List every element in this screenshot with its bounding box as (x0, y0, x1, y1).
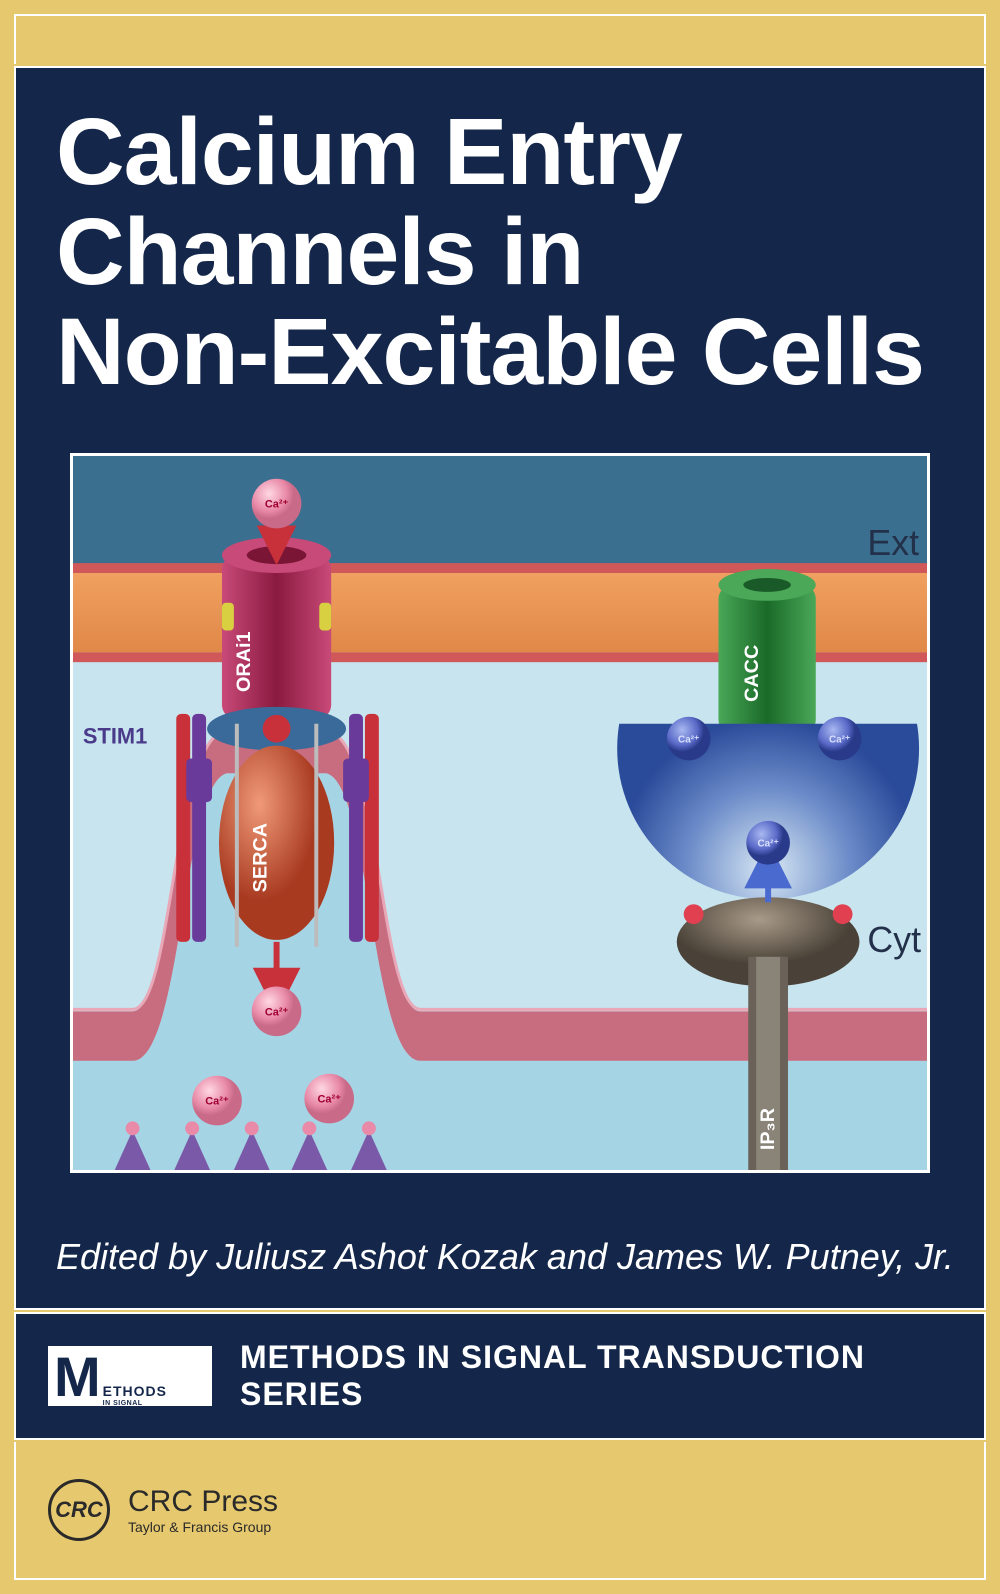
label-ip3r: IP₃R (757, 1108, 779, 1150)
svg-text:Ca²⁺: Ca²⁺ (758, 839, 779, 850)
book-title: Calcium EntryChannels inNon-Excitable Ce… (16, 68, 984, 427)
top-gold-band (14, 14, 986, 64)
svg-text:Ca²⁺: Ca²⁺ (265, 499, 289, 511)
series-logo-letter: M (52, 1352, 101, 1402)
svg-text:Ca²⁺: Ca²⁺ (829, 735, 850, 746)
diagram-svg: ORAi1 STIM1 (73, 456, 927, 1170)
series-band: M ETHODS IN SIGNAL TRANSDUCTION METHODS … (14, 1312, 986, 1440)
svg-text:Ca²⁺: Ca²⁺ (678, 735, 699, 746)
cell-diagram: ORAi1 STIM1 (70, 453, 930, 1173)
svg-text:Ca²⁺: Ca²⁺ (265, 1006, 289, 1018)
publisher-name: CRC Press (128, 1485, 278, 1519)
label-cacc: CACC (741, 645, 763, 702)
region-ext (73, 456, 927, 565)
label-cyt: Cyt (867, 920, 921, 960)
publisher-sub: Taylor & Francis Group (128, 1519, 278, 1535)
publisher-text: CRC Press Taylor & Francis Group (128, 1485, 278, 1535)
series-logo-rest: ETHODS (103, 1383, 167, 1399)
series-title: METHODS IN SIGNAL TRANSDUCTION SERIES (240, 1339, 984, 1413)
label-stim: STIM1 (83, 724, 147, 749)
label-orai: ORAi1 (233, 631, 255, 692)
svg-text:Ca²⁺: Ca²⁺ (318, 1094, 342, 1106)
series-logo-sub: IN SIGNAL TRANSDUCTION (103, 1400, 204, 1414)
publisher-band: CRC CRC Press Taylor & Francis Group (14, 1442, 986, 1580)
protein-orai1: ORAi1 (207, 537, 346, 750)
protein-serca: SERCA (219, 724, 334, 947)
editors-line: Edited by Juliusz Ashot Kozak and James … (56, 1236, 954, 1278)
label-serca: SERCA (250, 823, 272, 892)
label-ext: Ext (867, 523, 919, 563)
main-navy-panel: Calcium EntryChannels inNon-Excitable Ce… (14, 66, 986, 1310)
series-logo: M ETHODS IN SIGNAL TRANSDUCTION (48, 1346, 212, 1406)
crc-logo-icon: CRC (48, 1479, 110, 1541)
protein-cacc: CACC (718, 569, 815, 734)
svg-text:Ca²⁺: Ca²⁺ (205, 1096, 229, 1108)
